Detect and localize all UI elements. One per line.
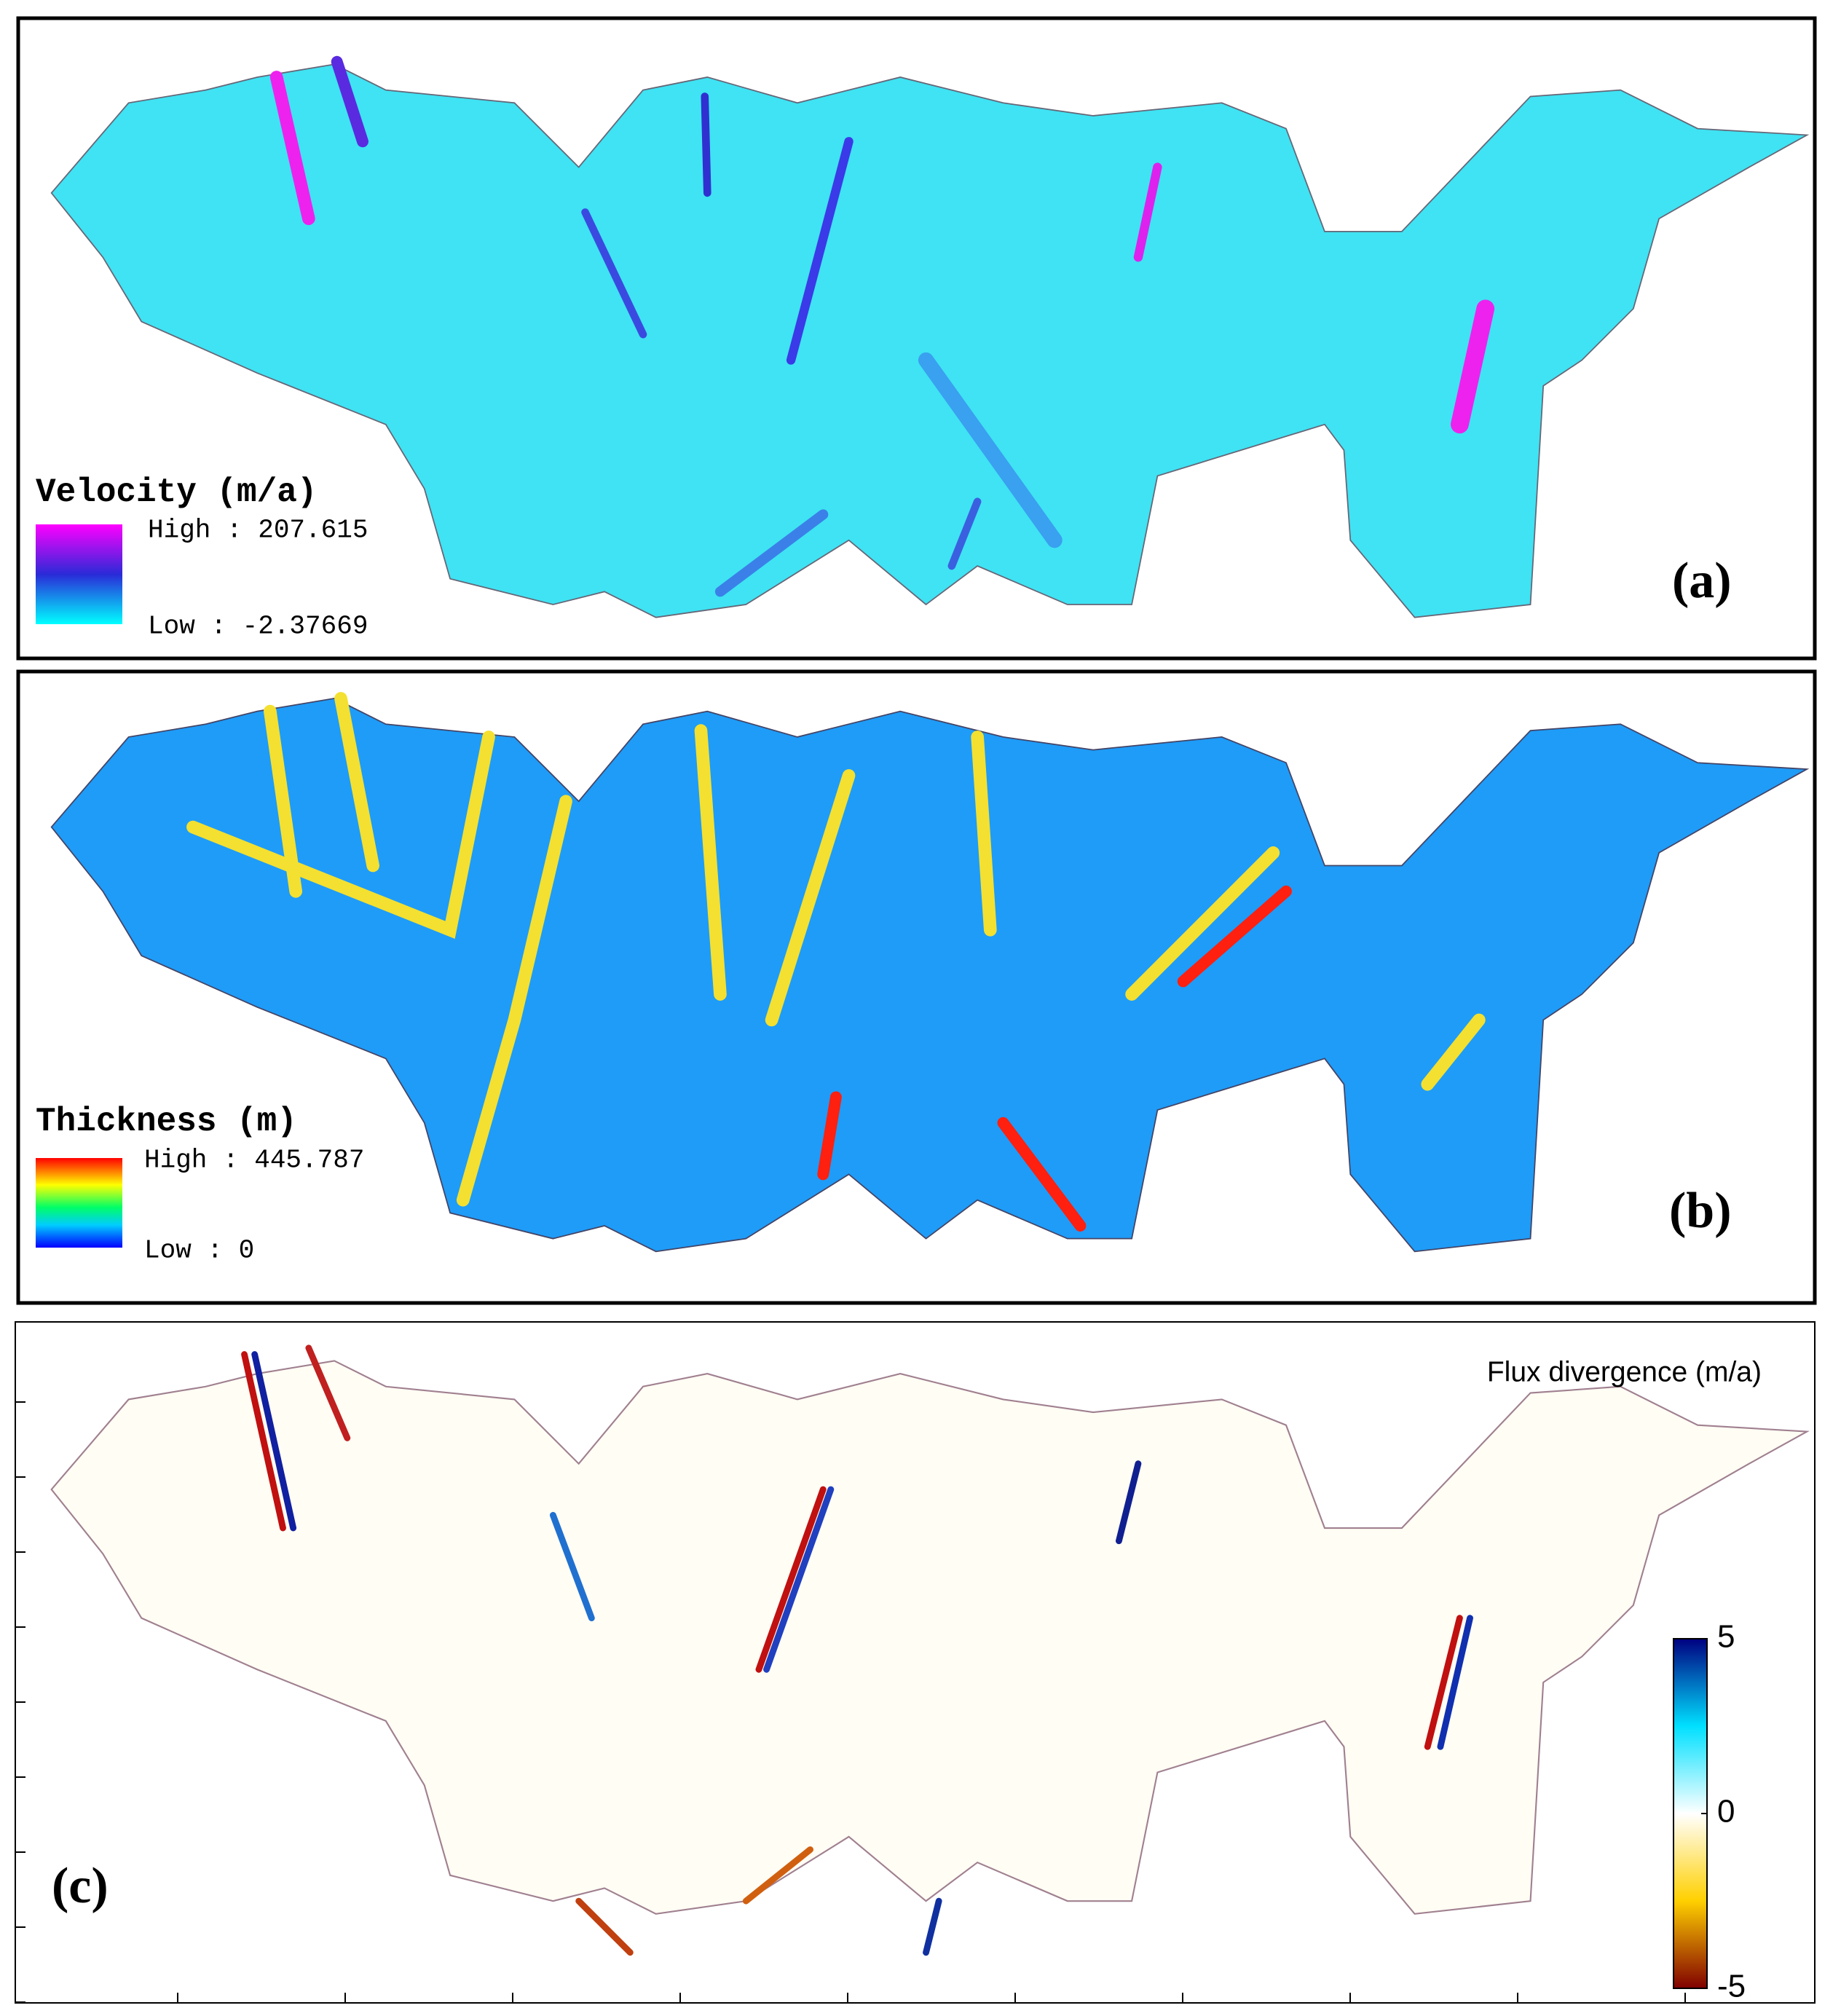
legend-title: Thickness (m) <box>36 1103 297 1141</box>
legend-high: High : 445.787 <box>144 1146 364 1176</box>
legend-title: Velocity (m/a) <box>36 473 317 511</box>
colorbar-tick-label: 5 <box>1717 1619 1735 1655</box>
legend-low: Low : -2.37669 <box>148 612 368 642</box>
panel-frame <box>16 16 1817 661</box>
panel-frame <box>16 669 1817 1305</box>
legend-ramp <box>36 1158 122 1248</box>
axis-ticks <box>15 1401 1686 2003</box>
colorbar-tick-label: -5 <box>1717 1969 1746 2004</box>
legend-ramp <box>36 524 122 624</box>
colorbar-tick-label: 0 <box>1717 1794 1735 1830</box>
velocity-map <box>50 55 1808 618</box>
panel-frame <box>15 1321 1816 2004</box>
legend-high: High : 207.615 <box>148 516 368 546</box>
colorbar-title: Flux divergence (m/a) <box>1487 1356 1762 1387</box>
panel-label: (b) <box>1669 1183 1732 1239</box>
flux-divergence-map <box>50 1344 1808 1956</box>
legend-low: Low : 0 <box>144 1236 254 1266</box>
panel-label: (c) <box>52 1858 109 1914</box>
panel-label: (a) <box>1672 553 1732 609</box>
thickness-map <box>50 692 1808 1253</box>
